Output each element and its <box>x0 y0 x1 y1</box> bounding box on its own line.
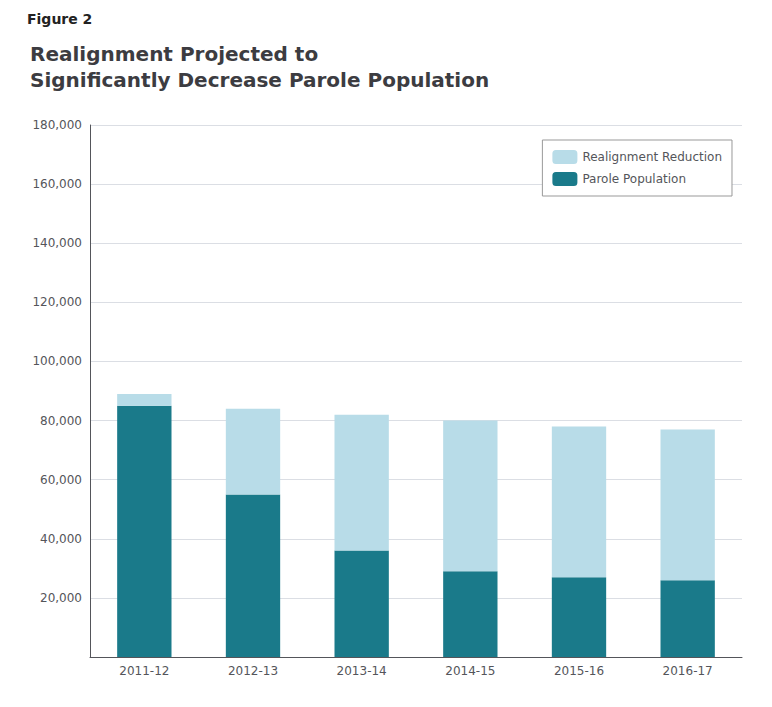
svg-text:Significantly Decrease Parole: Significantly Decrease Parole Population <box>30 68 489 92</box>
svg-text:Parole Population: Parole Population <box>582 172 686 186</box>
svg-text:40,000: 40,000 <box>40 532 82 546</box>
svg-text:160,000: 160,000 <box>32 177 82 191</box>
svg-text:2011-12: 2011-12 <box>119 664 169 678</box>
svg-text:2012-13: 2012-13 <box>228 664 278 678</box>
svg-text:2015-16: 2015-16 <box>554 664 604 678</box>
svg-text:2013-14: 2013-14 <box>337 664 387 678</box>
svg-text:60,000: 60,000 <box>40 473 82 487</box>
svg-text:Figure 2: Figure 2 <box>27 11 92 27</box>
svg-text:100,000: 100,000 <box>32 354 82 368</box>
svg-text:80,000: 80,000 <box>40 414 82 428</box>
svg-text:Realignment Reduction: Realignment Reduction <box>582 150 722 164</box>
svg-text:140,000: 140,000 <box>32 236 82 250</box>
svg-text:Realignment Projected to: Realignment Projected to <box>30 42 318 66</box>
svg-text:180,000: 180,000 <box>32 118 82 132</box>
svg-text:2016-17: 2016-17 <box>663 664 713 678</box>
svg-text:2014-15: 2014-15 <box>445 664 495 678</box>
svg-text:120,000: 120,000 <box>32 295 82 309</box>
svg-text:20,000: 20,000 <box>40 591 82 605</box>
